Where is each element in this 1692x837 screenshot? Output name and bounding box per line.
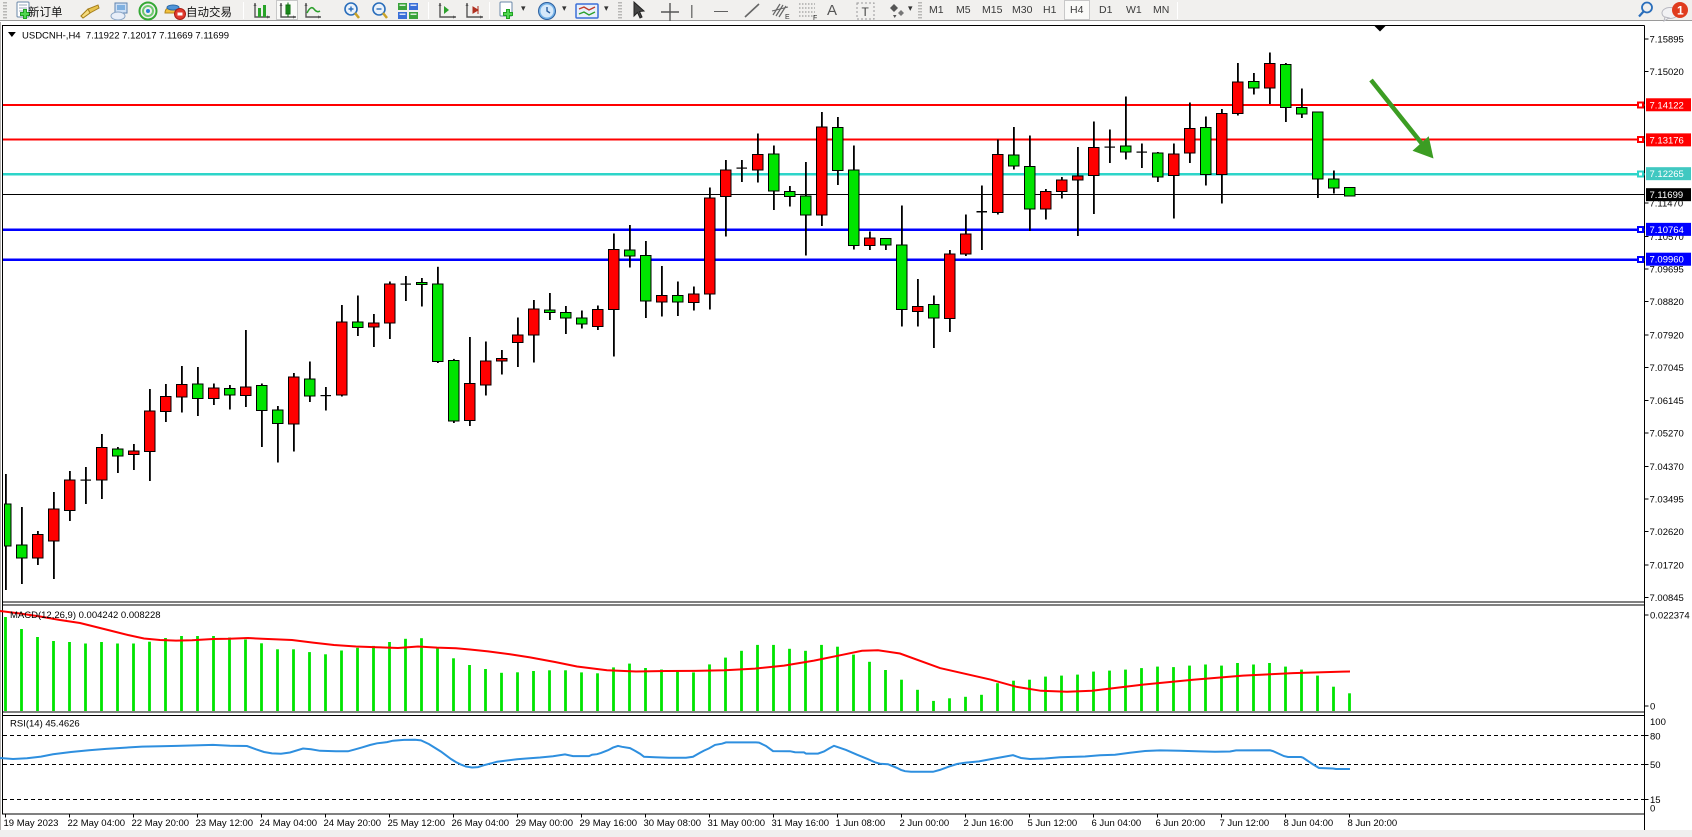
svg-text:8 Jun 20:00: 8 Jun 20:00 [1348, 818, 1398, 829]
svg-text:7.07045: 7.07045 [1650, 363, 1684, 374]
svg-text:29 May 00:00: 29 May 00:00 [516, 818, 574, 829]
svg-text:0.022374: 0.022374 [1650, 611, 1690, 622]
svg-text:7.02620: 7.02620 [1650, 527, 1684, 538]
svg-text:7.03495: 7.03495 [1650, 495, 1684, 506]
svg-text:1: 1 [1677, 4, 1684, 18]
svg-text:7.10764: 7.10764 [1650, 225, 1684, 236]
svg-text:7.14122: 7.14122 [1650, 100, 1684, 111]
svg-text:0: 0 [1650, 702, 1655, 713]
svg-text:24 May 04:00: 24 May 04:00 [260, 818, 318, 829]
svg-text:7.04370: 7.04370 [1650, 462, 1684, 473]
svg-text:15: 15 [1650, 795, 1661, 806]
svg-text:24 May 20:00: 24 May 20:00 [324, 818, 382, 829]
svg-text:E: E [785, 14, 790, 21]
svg-text:7.11699: 7.11699 [1650, 190, 1684, 201]
svg-text:26 May 04:00: 26 May 04:00 [452, 818, 510, 829]
svg-text:F: F [813, 15, 817, 21]
svg-text:7.06145: 7.06145 [1650, 396, 1684, 407]
svg-text:7.12265: 7.12265 [1650, 169, 1684, 180]
svg-text:23 May 12:00: 23 May 12:00 [196, 818, 254, 829]
svg-text:6 Jun 04:00: 6 Jun 04:00 [1092, 818, 1142, 829]
svg-text:7.05270: 7.05270 [1650, 429, 1684, 440]
svg-text:8 Jun 04:00: 8 Jun 04:00 [1284, 818, 1334, 829]
svg-text:31 May 00:00: 31 May 00:00 [708, 818, 766, 829]
svg-text:7.09960: 7.09960 [1650, 255, 1684, 266]
svg-text:2 Jun 16:00: 2 Jun 16:00 [964, 818, 1014, 829]
svg-text:25 May 12:00: 25 May 12:00 [388, 818, 446, 829]
svg-text:29 May 16:00: 29 May 16:00 [580, 818, 638, 829]
svg-text:5 Jun 12:00: 5 Jun 12:00 [1028, 818, 1078, 829]
svg-text:50: 50 [1650, 760, 1661, 771]
svg-text:0: 0 [1650, 803, 1655, 814]
svg-text:7.08820: 7.08820 [1650, 297, 1684, 308]
svg-text:31 May 16:00: 31 May 16:00 [772, 818, 830, 829]
svg-text:7.10570: 7.10570 [1650, 232, 1684, 243]
svg-text:7.15020: 7.15020 [1650, 67, 1684, 78]
svg-text:7.09695: 7.09695 [1650, 265, 1684, 276]
svg-text:7.15895: 7.15895 [1650, 35, 1684, 46]
svg-text:USDCNH-,H4 7.11922 7.12017 7.: USDCNH-,H4 7.11922 7.12017 7.11669 7.116… [22, 31, 229, 42]
svg-text:7.13176: 7.13176 [1650, 135, 1684, 146]
svg-text:100: 100 [1650, 717, 1666, 728]
svg-text:T: T [862, 5, 870, 19]
svg-text:MACD(12,26,9) 0.004242 0.00822: MACD(12,26,9) 0.004242 0.008228 [10, 610, 161, 621]
svg-text:19 May 2023: 19 May 2023 [4, 818, 59, 829]
svg-text:22 May 04:00: 22 May 04:00 [68, 818, 126, 829]
svg-text:22 May 20:00: 22 May 20:00 [132, 818, 190, 829]
svg-text:30 May 08:00: 30 May 08:00 [644, 818, 702, 829]
svg-text:7.11470: 7.11470 [1650, 199, 1684, 210]
svg-text:RSI(14) 45.4626: RSI(14) 45.4626 [10, 719, 80, 730]
svg-text:7.07920: 7.07920 [1650, 330, 1684, 341]
svg-text:7.00845: 7.00845 [1650, 593, 1684, 604]
svg-text:80: 80 [1650, 732, 1661, 743]
svg-text:6 Jun 20:00: 6 Jun 20:00 [1156, 818, 1206, 829]
svg-text:1 Jun 08:00: 1 Jun 08:00 [836, 818, 886, 829]
svg-text:2 Jun 00:00: 2 Jun 00:00 [900, 818, 950, 829]
svg-text:7.01720: 7.01720 [1650, 560, 1684, 571]
svg-text:7 Jun 12:00: 7 Jun 12:00 [1220, 818, 1270, 829]
